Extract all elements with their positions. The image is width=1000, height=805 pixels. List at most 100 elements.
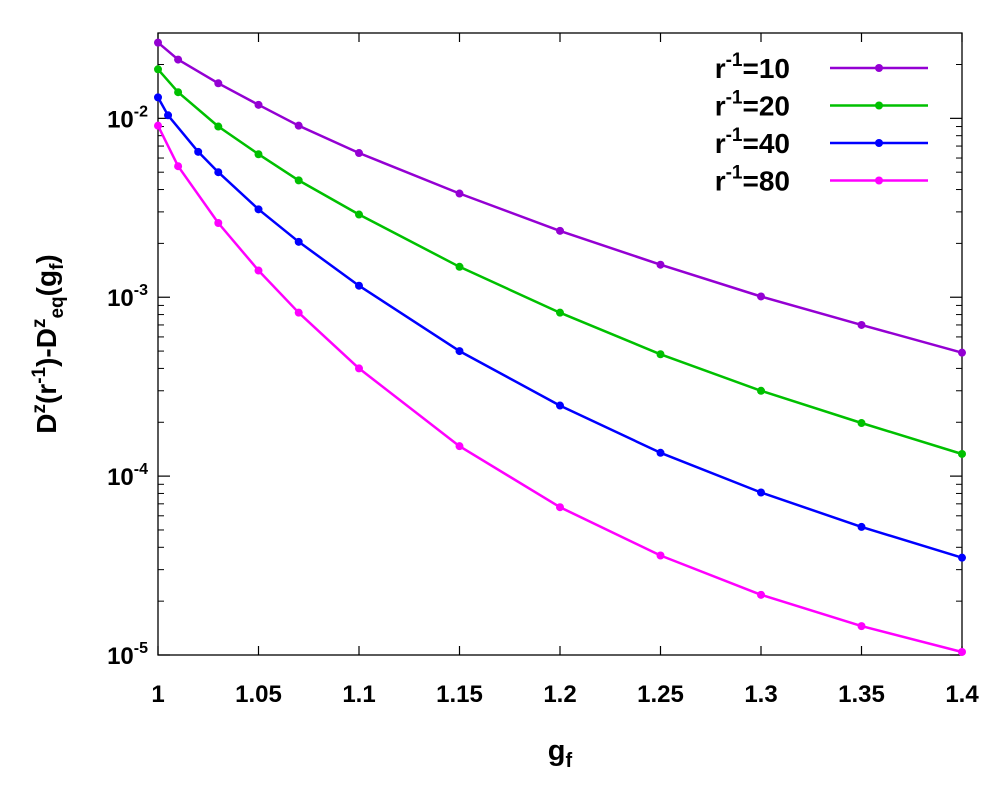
series-line xyxy=(157,41,963,354)
data-point xyxy=(757,292,765,301)
series-line xyxy=(156,125,963,654)
data-point xyxy=(294,176,303,185)
data-point xyxy=(757,590,765,599)
data-point xyxy=(174,162,183,171)
y-axis-label-part: )-D xyxy=(31,328,62,367)
data-point xyxy=(455,262,464,271)
y-axis-label-part: ) xyxy=(31,254,62,263)
x-axis-label-main: g xyxy=(548,735,566,767)
y-tick-exponent: -5 xyxy=(134,640,148,657)
data-point xyxy=(214,79,223,88)
data-point xyxy=(455,347,464,356)
x-tick-label: 1.05 xyxy=(235,681,282,708)
legend-label-base: r xyxy=(715,166,726,197)
legend-label-sup: -1 xyxy=(726,163,743,184)
data-point xyxy=(857,622,866,631)
data-point xyxy=(656,448,665,457)
y-tick-label: 10-3 xyxy=(107,282,148,312)
x-tick-label: 1.25 xyxy=(637,681,684,708)
legend-label: r-1=40 xyxy=(715,125,790,159)
y-tick-base: 10 xyxy=(107,643,134,670)
data-point xyxy=(154,65,162,74)
data-point xyxy=(556,503,564,512)
y-tick-label: 10-4 xyxy=(107,461,148,491)
legend-label-base: r xyxy=(715,53,726,84)
data-point xyxy=(355,149,363,158)
data-point xyxy=(214,122,223,131)
data-point xyxy=(294,121,303,130)
data-point xyxy=(958,348,966,357)
data-point xyxy=(254,150,263,159)
data-point xyxy=(174,55,183,64)
y-tick-base: 10 xyxy=(107,106,134,133)
y-tick-base: 10 xyxy=(107,285,134,312)
y-axis-label-part: f xyxy=(47,263,68,270)
plot-frame xyxy=(157,32,963,656)
data-point xyxy=(194,147,203,156)
y-axis-label-part: D xyxy=(31,414,62,434)
legend-label-rest: =80 xyxy=(743,166,791,197)
legend-marker xyxy=(875,139,883,147)
y-tick-base: 10 xyxy=(107,464,134,491)
data-point xyxy=(757,386,765,395)
data-point xyxy=(254,205,263,214)
x-tick-label: 1.4 xyxy=(945,681,979,708)
x-axis-label-sub: f xyxy=(566,750,573,772)
data-point xyxy=(355,210,363,219)
data-point xyxy=(958,553,966,562)
y-axis-label-part: z xyxy=(29,404,50,414)
legend-label-base: r xyxy=(715,91,726,122)
legend-label-sup: -1 xyxy=(726,50,743,71)
x-tick-label: 1.35 xyxy=(838,681,885,708)
legend-label-rest: =10 xyxy=(743,53,791,84)
legend-label: r-1=20 xyxy=(715,88,790,122)
data-point xyxy=(455,189,464,198)
data-point xyxy=(857,522,866,531)
data-point xyxy=(214,168,223,177)
legend: r-1=10r-1=20r-1=40r-1=80 xyxy=(715,50,928,197)
x-tick-label: 1.2 xyxy=(543,681,576,708)
data-point xyxy=(355,364,363,373)
y-axis-label-part: (g xyxy=(31,270,62,296)
data-point xyxy=(556,308,564,317)
data-point xyxy=(857,419,866,428)
x-tick-label: 1 xyxy=(151,681,164,708)
data-point xyxy=(958,449,966,458)
y-tick-label: 10-2 xyxy=(107,103,148,133)
data-point xyxy=(214,219,223,228)
data-point xyxy=(455,442,464,451)
legend-label-rest: =20 xyxy=(743,91,791,122)
legend-marker xyxy=(875,176,883,185)
x-tick-label: 1.3 xyxy=(744,681,777,708)
y-tick-label: 10-5 xyxy=(107,640,148,670)
data-point xyxy=(757,488,765,497)
x-tick-label: 1.15 xyxy=(436,681,483,708)
data-point xyxy=(556,401,564,410)
y-axis-label-part: -1 xyxy=(29,366,50,383)
x-axis-label: gf xyxy=(548,735,573,772)
y-tick-exponent: -4 xyxy=(134,461,148,478)
y-axis-label-part: (r xyxy=(31,384,62,404)
series-line xyxy=(157,68,963,456)
data-point xyxy=(164,111,173,120)
legend-label-sup: -1 xyxy=(726,125,743,146)
y-axis-label-part: z xyxy=(29,319,50,329)
legend-label-base: r xyxy=(715,128,726,159)
legend-label-sup: -1 xyxy=(726,88,743,109)
data-point xyxy=(254,266,263,275)
y-tick-exponent: -3 xyxy=(134,282,148,299)
data-point xyxy=(556,226,564,235)
data-point xyxy=(656,551,665,560)
data-point xyxy=(355,281,363,290)
data-point xyxy=(154,121,162,130)
y-axis-label: Dz(r-1)-Dzeq(gf) xyxy=(29,254,68,434)
data-point xyxy=(294,237,303,246)
y-tick-exponent: -2 xyxy=(134,103,148,120)
series-layer xyxy=(154,38,966,656)
data-point xyxy=(254,100,263,109)
legend-marker xyxy=(875,64,883,72)
data-point xyxy=(154,38,162,47)
data-point xyxy=(174,88,183,97)
